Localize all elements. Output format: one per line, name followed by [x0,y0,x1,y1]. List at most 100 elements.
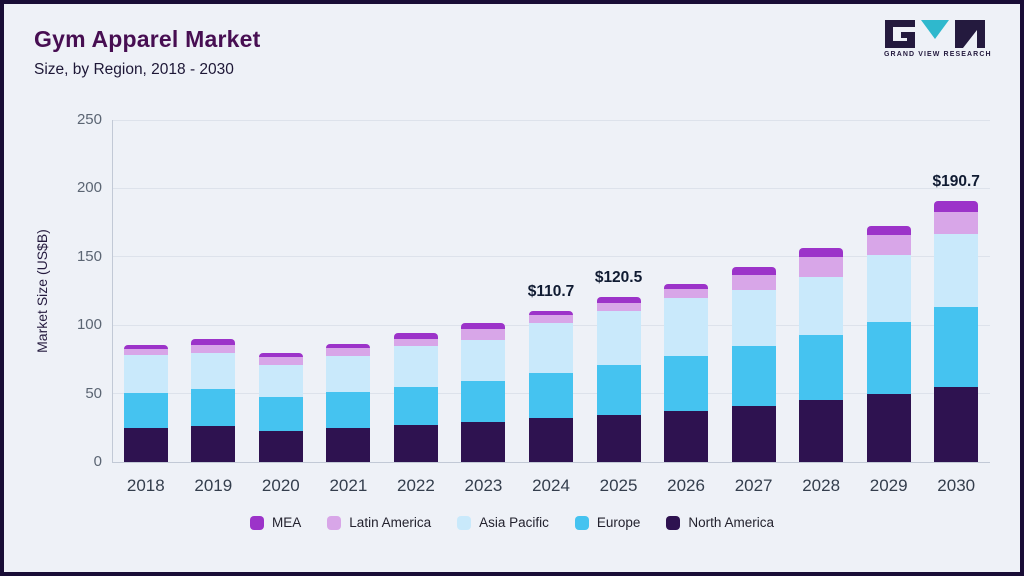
bar-segment-north-america [123,428,168,462]
bar-segment-europe [799,334,844,400]
legend-label: Europe [596,515,641,530]
bar-segment-north-america [731,405,776,462]
y-tick-label: 0 [93,453,102,470]
bar-segment-asia-pacific [799,277,844,335]
bar-2022 [393,333,438,462]
bar-segment-latin-america [934,212,979,235]
bar-segment-asia-pacific [596,310,641,365]
y-tick-label: 250 [76,111,102,128]
bar-segment-europe [664,355,709,411]
bar-segment-mea [123,345,168,350]
bar-segment-europe [866,321,911,394]
grand-view-research-logo: GRAND VIEW RESEARCH [884,20,992,58]
logo-text: GRAND VIEW RESEARCH [884,51,992,58]
legend-swatch [457,515,472,530]
data-label: $190.7 [932,173,980,191]
bar-segment-north-america [258,430,303,462]
bar-segment-europe [596,364,641,415]
bar-segment-latin-america [258,357,303,365]
bar-2026 [664,283,709,462]
bar-2025 [596,297,641,462]
gvr-logo-icon [885,20,985,48]
y-tick-label: 50 [85,384,102,402]
bar-segment-mea [731,267,776,275]
y-axis-line [112,120,113,462]
bar-segment-asia-pacific [461,339,506,381]
bar-segment-latin-america [461,328,506,340]
data-label: $110.7 [527,282,575,300]
x-tick-label: 2019 [194,476,233,495]
gridline [112,256,990,258]
bar-segment-latin-america [393,338,438,347]
bar-segment-mea [799,247,844,257]
legend-item-north-america: North America [666,515,774,530]
legend-label: Latin America [349,515,432,530]
bar-segment-europe [529,373,573,419]
bar-segment-asia-pacific [258,364,303,398]
legend-label: MEA [272,515,302,530]
bar-2030 [934,201,979,462]
x-tick-label: 2029 [869,476,908,495]
gridline [112,119,990,121]
x-tick-label: 2024 [532,476,570,495]
bar-2028 [799,247,844,462]
x-tick-label: 2025 [599,476,638,495]
legend-swatch [666,515,681,530]
gridline [112,187,990,189]
legend-item-europe: Europe [574,515,641,530]
bar-segment-asia-pacific [529,323,573,374]
page-title: Gym Apparel Market [34,26,261,52]
bar-segment-mea [529,310,573,316]
bar-2021 [326,343,371,462]
bar-segment-mea [664,283,709,289]
y-axis-title: Market Size (US$B) [34,229,50,353]
bar-segment-latin-america [866,234,911,256]
bar-segment-mea [258,352,303,358]
bar-segment-mea [866,226,911,235]
page-subtitle: Size, by Region, 2018 - 2030 [34,61,234,78]
legend-swatch [574,515,589,530]
bar-segment-europe [934,307,979,387]
legend-label: North America [688,515,774,530]
bar-segment-europe [326,392,371,428]
bar-segment-latin-america [799,256,844,278]
bar-segment-latin-america [123,349,168,356]
bar-segment-north-america [866,393,911,462]
bar-segment-north-america [664,410,709,462]
bar-segment-europe [258,397,303,431]
bar-segment-mea [393,333,438,339]
bar-segment-north-america [191,426,236,462]
bar-segment-mea [934,201,979,213]
legend-item-asia-pacific: Asia Pacific [457,515,549,530]
legend-item-mea: MEA [250,515,301,530]
bar-segment-north-america [393,425,438,462]
chart-header: Gym Apparel Market Size, by Region, 2018… [34,26,260,79]
bar-segment-asia-pacific [123,355,168,393]
bar-segment-europe [191,388,236,427]
bar-segment-north-america [461,421,506,462]
y-tick-label: 150 [76,247,102,265]
x-tick-label: 2022 [397,476,435,495]
bar-2020 [258,352,303,462]
bar-segment-mea [326,343,371,349]
bar-segment-latin-america [731,274,776,290]
bar-segment-latin-america [326,348,371,356]
bar-segment-mea [596,297,641,303]
plot-area: 0 50 100 150 200 250 2018 2019 2020 2021 2022 2023 2… [77,111,990,495]
bar-segment-europe [123,392,168,429]
bar-segment-north-america [799,399,844,462]
bar-segment-europe [731,345,776,406]
bar-segment-north-america [596,414,641,462]
bar-segment-asia-pacific [731,289,776,346]
bar-segment-europe [461,380,506,422]
bar-segment-latin-america [529,315,573,324]
bar-2018 [123,345,168,462]
bar-segment-asia-pacific [866,255,911,322]
bar-2027 [731,267,776,462]
bar-segment-latin-america [664,288,709,298]
x-tick-label: 2020 [261,476,300,495]
bar-segment-north-america [529,418,573,462]
bar-segment-latin-america [191,345,236,353]
x-tick-label: 2030 [937,476,976,495]
